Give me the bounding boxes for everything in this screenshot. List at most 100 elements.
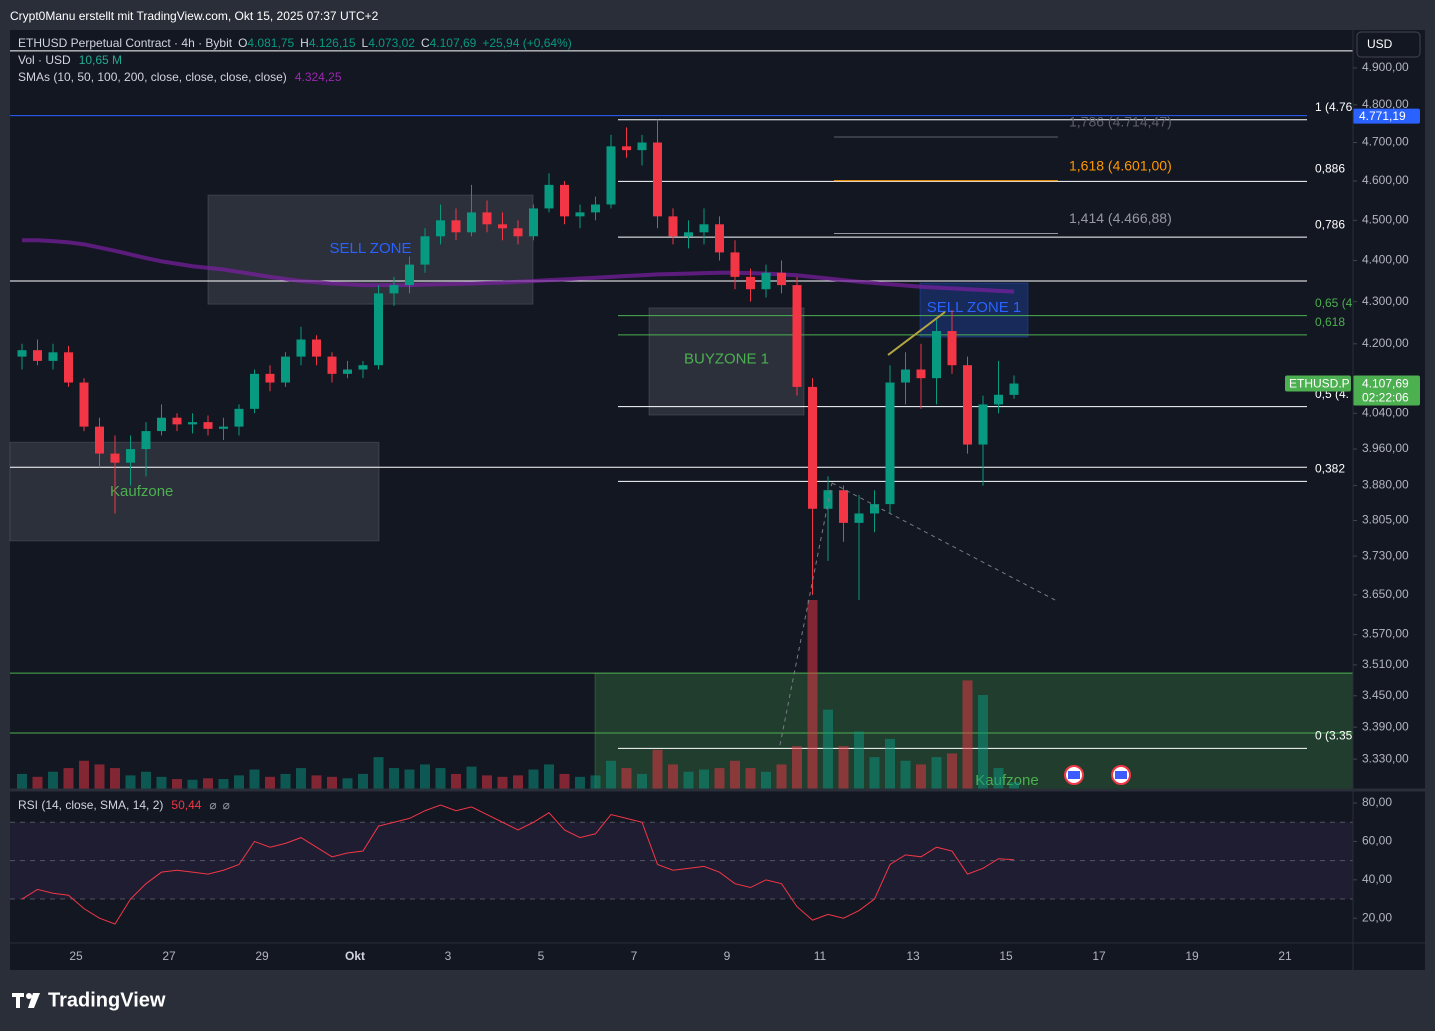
y-tick-label: 4.200,00: [1362, 336, 1409, 350]
candle-body: [653, 142, 662, 217]
price-tag-label: 4.107,69: [1362, 377, 1409, 391]
ohlc-key: C: [421, 36, 430, 50]
candle-body: [482, 212, 492, 225]
volume-bar: [544, 764, 554, 790]
candle-body: [947, 331, 957, 366]
candle-body: [296, 339, 306, 357]
candle-body: [994, 394, 1003, 405]
ohlc-value: 4.073,02: [368, 36, 415, 50]
volume-bar: [559, 773, 570, 790]
candle-body: [854, 513, 864, 523]
zone-label: BUYZONE 1: [684, 350, 769, 367]
y-tick-label: 4.600,00: [1362, 173, 1409, 187]
x-tick-label: 21: [1278, 949, 1292, 963]
price-tag-label: 4.771,19: [1359, 109, 1406, 123]
y-tick-label: 4.300,00: [1362, 294, 1409, 308]
event-icon[interactable]: [1111, 765, 1131, 785]
x-tick-label: 25: [69, 949, 83, 963]
price-tag: [1353, 108, 1420, 124]
y-tick-label: 40,00: [1362, 872, 1392, 886]
volume-bar: [683, 771, 694, 790]
volume-bar: [451, 773, 461, 790]
volume-bar: [652, 749, 663, 790]
fib-extension-label: 1,786 (4.714,47): [1069, 114, 1172, 130]
rsi-line: [21, 804, 1015, 925]
currency-label: USD: [1367, 37, 1393, 51]
candle-body: [885, 382, 895, 505]
fib-label: 0,65 (4: [1315, 296, 1353, 310]
candle-body: [808, 386, 817, 509]
volume-bar: [962, 680, 973, 790]
legend-line: ETHUSD Perpetual Contract · 4h · Bybit O4…: [18, 36, 572, 50]
candle-body: [792, 285, 802, 387]
y-tick-label: 3.960,00: [1362, 441, 1409, 455]
y-tick-label: 3.650,00: [1362, 587, 1409, 601]
fib-extension-label: 1,414 (4.466,88): [1069, 210, 1172, 226]
volume-bar: [900, 760, 911, 790]
candle-body: [668, 216, 678, 237]
volume-name: Vol · USD: [18, 53, 71, 67]
ohlc-key: O: [238, 36, 247, 50]
y-tick-label: 4.800,00: [1362, 97, 1409, 111]
currency-button[interactable]: [1356, 31, 1421, 58]
symbol-tag-label: ETHUSD.P: [1289, 377, 1350, 391]
volume-bar: [249, 769, 260, 790]
candle-body: [64, 352, 73, 383]
volume-bar: [32, 776, 43, 790]
candle-body: [823, 490, 833, 509]
x-tick-label: 17: [1092, 949, 1106, 963]
volume-bar: [156, 776, 167, 790]
ohlc-value: 4.126,15: [309, 36, 356, 50]
y-tick-label: 3.330,00: [1362, 751, 1409, 765]
volume-bar: [218, 779, 229, 790]
candle-body: [188, 422, 197, 425]
volume-bar: [342, 778, 353, 790]
candle-body: [978, 404, 988, 445]
candle-body: [963, 365, 972, 445]
change: +25,94 (+0,64%): [482, 36, 571, 50]
zone-label: Kaufzone: [975, 772, 1038, 789]
candle-body: [110, 453, 120, 463]
y-tick-label: 3.390,00: [1362, 719, 1409, 733]
volume-bar: [528, 769, 539, 790]
candle-body: [777, 272, 786, 286]
volume-bar: [420, 764, 430, 790]
candle-body: [172, 417, 182, 425]
volume-bar: [730, 760, 740, 790]
y-tick-label: 60,00: [1362, 834, 1392, 848]
volume-bar: [1009, 782, 1019, 790]
volume-bar: [621, 768, 632, 790]
candle-body: [699, 224, 709, 233]
volume-bar: [482, 775, 492, 790]
volume-bar: [916, 764, 926, 790]
zone: [648, 307, 805, 416]
candle-body: [730, 252, 740, 277]
candle-body: [265, 373, 275, 383]
sma-value: 4.324,25: [295, 70, 342, 84]
candle-body: [637, 142, 647, 151]
fib-label: 0,618: [1315, 315, 1345, 329]
y-tick-label: 3.730,00: [1362, 548, 1409, 562]
volume-bar: [513, 775, 523, 790]
candle-body: [281, 356, 290, 383]
candle-body: [234, 408, 244, 427]
volume-bar: [48, 771, 58, 790]
y-tick-label: 3.805,00: [1362, 513, 1409, 527]
x-tick-label: 7: [631, 949, 638, 963]
rsi-legend: RSI (14, close, SMA, 14, 2) 50,44 ⌀ ⌀: [18, 798, 230, 812]
volume-bar: [497, 776, 508, 790]
volume-bar: [869, 757, 880, 790]
volume-bar: [947, 753, 957, 790]
chart-layer: SELL ZONE Kaufzone BUYZONE 1 SELL ZONE 1 Kau…: [9, 50, 1420, 963]
y-tick-label: 4.040,00: [1362, 405, 1409, 419]
candle-body: [219, 426, 228, 429]
event-icon[interactable]: [1064, 765, 1084, 785]
sma-name: SMAs (10, 50, 100, 200, close, close, cl…: [18, 70, 287, 84]
volume-bar: [373, 757, 384, 790]
y-tick-label: 3.570,00: [1362, 627, 1409, 641]
volume-bar: [699, 769, 709, 790]
candle-body: [715, 224, 724, 253]
candle-body: [79, 382, 89, 427]
volume-bar: [234, 775, 244, 790]
candle-body: [327, 356, 337, 374]
